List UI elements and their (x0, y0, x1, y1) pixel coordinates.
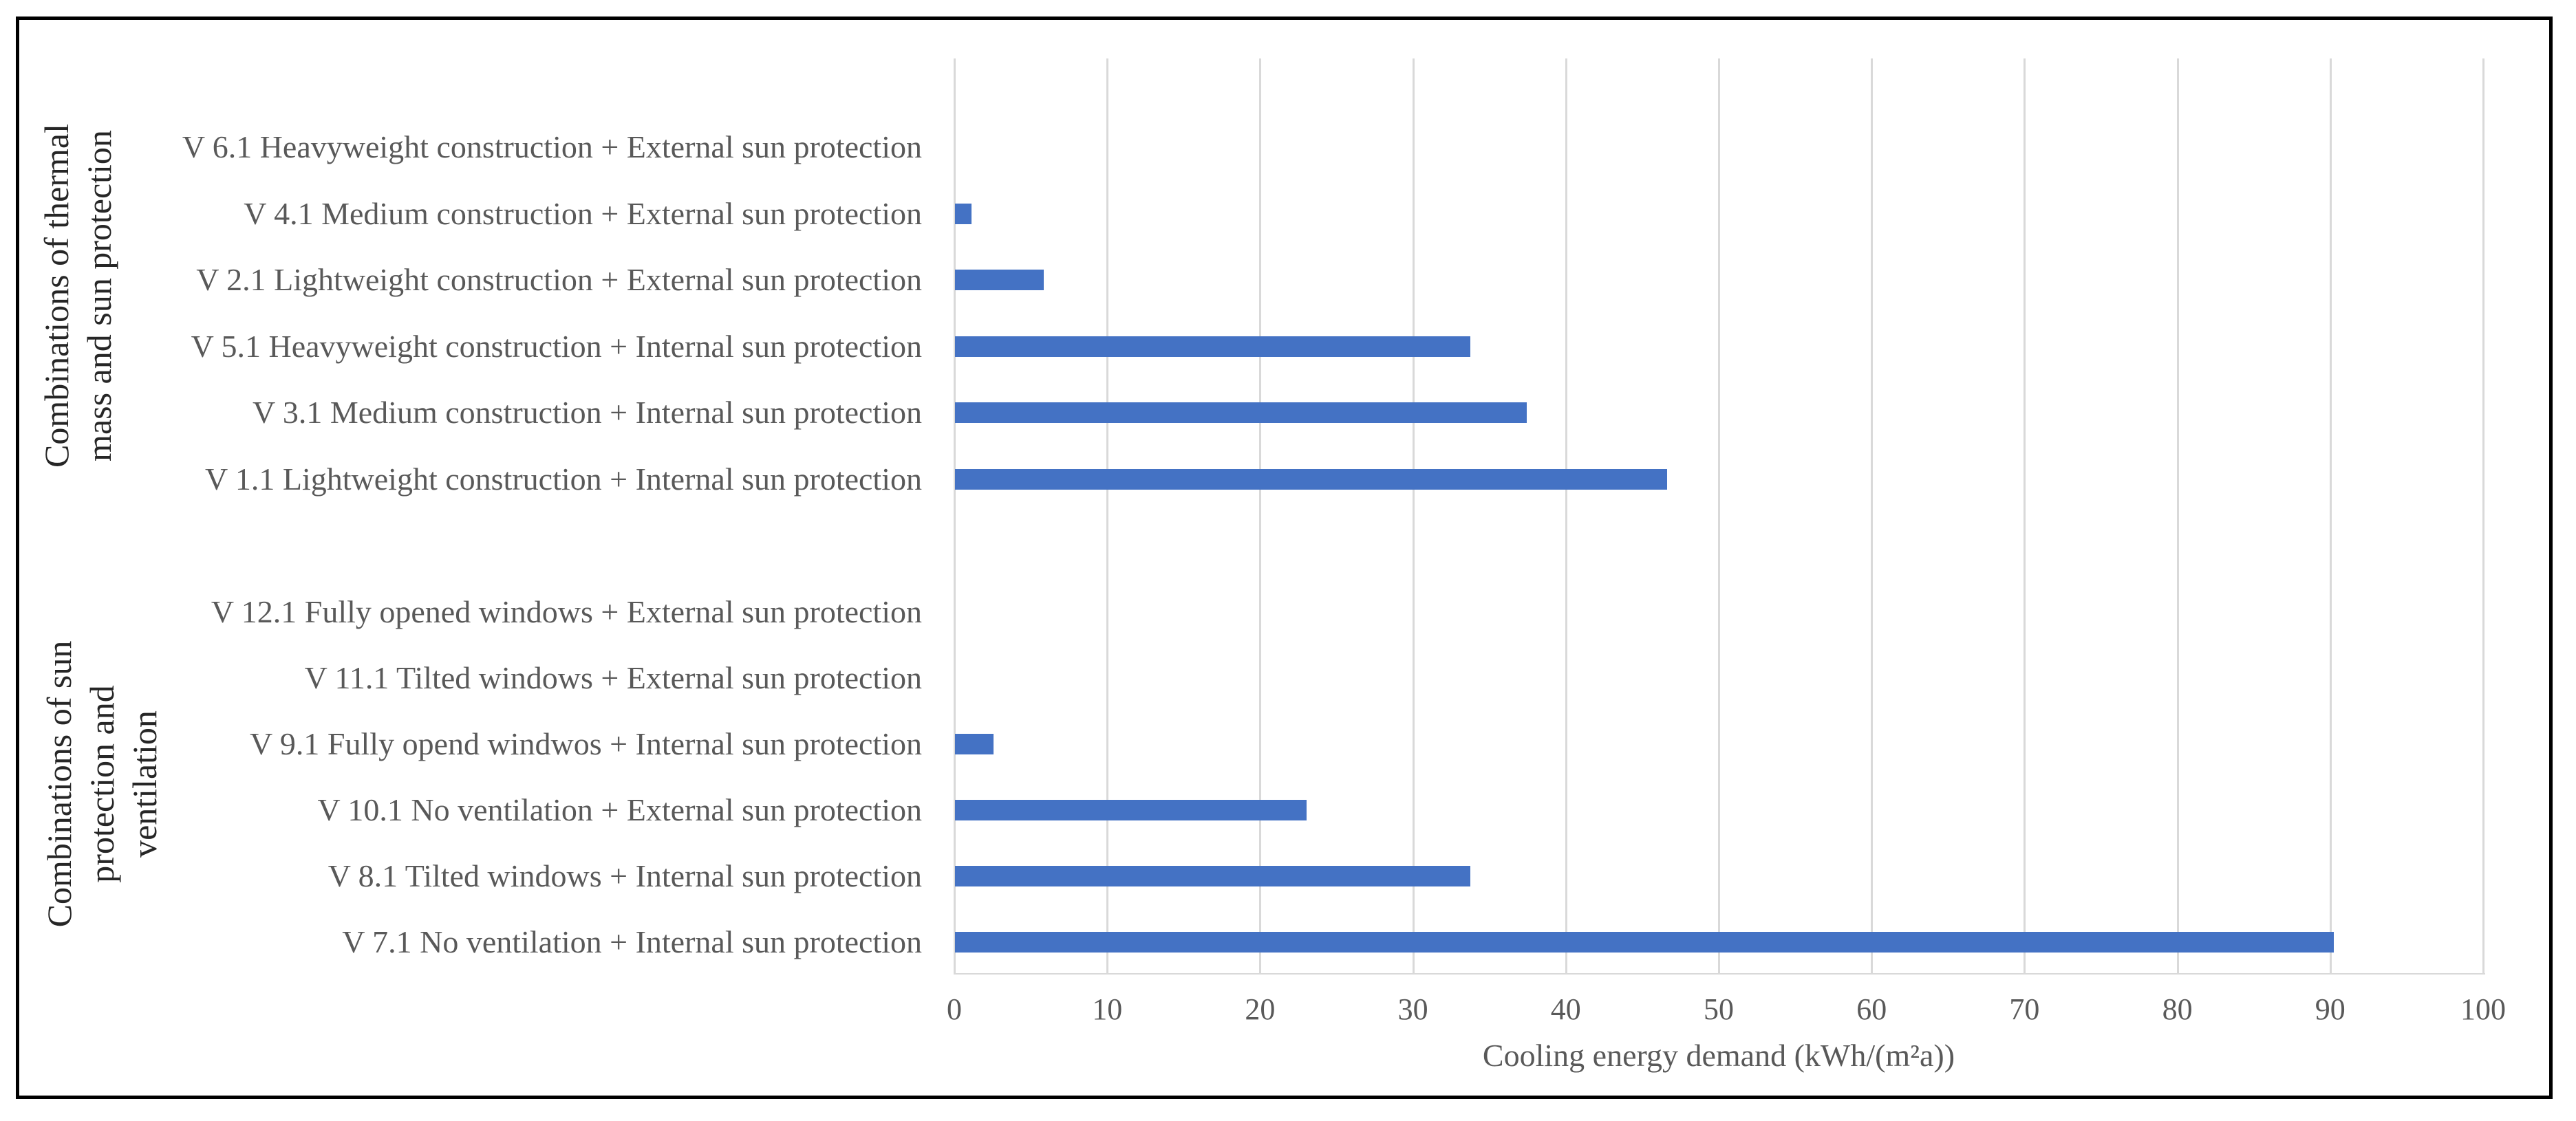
bar (955, 734, 994, 754)
group-label-line: mass and sun protection (80, 130, 118, 461)
gridline (954, 58, 956, 975)
x-tick-label: 90 (2315, 992, 2346, 1026)
gridline (1259, 58, 1262, 975)
group-label-line: Combinations of sun (40, 640, 78, 928)
gridline (2024, 58, 2026, 975)
x-tick-label: 60 (1856, 992, 1887, 1026)
bar (955, 336, 1470, 357)
x-tick-label: 80 (2162, 992, 2193, 1026)
gridline (2176, 58, 2179, 975)
x-tick-label: 40 (1550, 992, 1581, 1026)
gridline (1565, 58, 1567, 975)
bar (955, 204, 972, 224)
x-axis-title: Cooling energy demand (kWh/(m²a)) (1482, 1038, 1955, 1073)
category-label: V 11.1 Tilted windows + External sun pro… (304, 660, 922, 695)
x-tick-label: 0 (947, 992, 962, 1026)
x-tick-label: 10 (1092, 992, 1123, 1026)
group-label-line: protection and (83, 685, 121, 883)
gridline (1718, 58, 1720, 975)
category-label: V 5.1 Heavyweight construction + Interna… (191, 329, 922, 364)
x-tick-label: 20 (1245, 992, 1276, 1026)
group-label-line: ventilation (125, 710, 164, 858)
category-label: V 1.1 Lightweight construction + Interna… (204, 461, 922, 497)
category-label: V 7.1 No ventilation + Internal sun prot… (342, 924, 922, 959)
category-label: V 10.1 No ventilation + External sun pro… (317, 792, 923, 827)
category-label: V 2.1 Lightweight construction + Externa… (196, 262, 922, 297)
gridline (2329, 58, 2332, 975)
group-label-ventilation: Combinations of sun protection and venti… (38, 626, 169, 942)
x-tick-label: 100 (2460, 992, 2506, 1026)
group-label-thermal-mass: Combinations of thermal mass and sun pro… (35, 83, 125, 509)
bar (955, 932, 2334, 953)
x-tick-label: 70 (2009, 992, 2040, 1026)
figure-border (16, 17, 2553, 1099)
category-label: V 3.1 Medium construction + Internal sun… (252, 395, 922, 430)
x-tick-label: 50 (1704, 992, 1734, 1026)
bar (955, 469, 1667, 490)
gridline (1412, 58, 1415, 975)
category-label: V 9.1 Fully opend windwos + Internal sun… (250, 726, 922, 761)
category-label: V 4.1 Medium construction + External sun… (244, 196, 922, 231)
bar (955, 866, 1470, 886)
category-label: V 8.1 Tilted windows + Internal sun prot… (328, 858, 922, 893)
category-label: V 12.1 Fully opened windows + External s… (211, 594, 922, 629)
gridline (1871, 58, 1874, 975)
group-label-line: Combinations of thermal (37, 124, 76, 468)
gridline (1106, 58, 1109, 975)
category-label: V 6.1 Heavyweight construction + Externa… (182, 129, 922, 164)
x-tick-label: 30 (1397, 992, 1428, 1026)
bar (955, 402, 1527, 423)
x-axis-line (954, 973, 2485, 975)
bar (955, 270, 1044, 290)
bar (955, 800, 1307, 820)
gridline (2482, 58, 2484, 975)
